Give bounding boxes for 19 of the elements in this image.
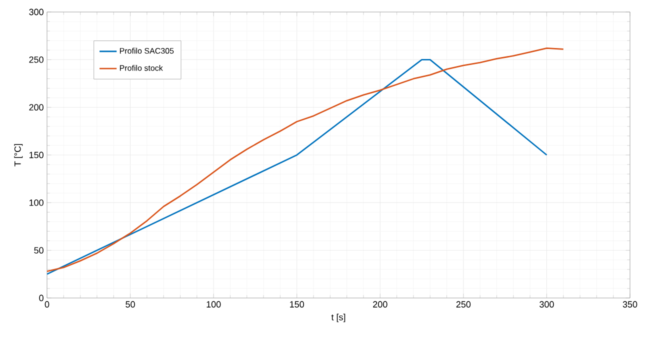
y-tick-label: 50 <box>34 247 44 254</box>
x-axis-title: t [s] <box>331 314 346 322</box>
x-tick-label: 100 <box>206 301 221 308</box>
y-axis-title: T [°C] <box>14 144 23 166</box>
y-tick-label: 100 <box>29 199 44 206</box>
legend-label: Profilo stock <box>120 64 163 71</box>
x-tick-label: 200 <box>373 301 388 308</box>
y-tick-label: 200 <box>29 104 44 111</box>
y-tick-label: 300 <box>29 8 44 16</box>
y-tick-label: 250 <box>29 56 44 63</box>
x-tick-label: 0 <box>44 301 50 308</box>
x-tick-label: 350 <box>622 301 638 308</box>
x-tick-label: 50 <box>126 301 135 308</box>
legend-label: Profilo SAC305 <box>120 48 174 54</box>
x-tick-label: 250 <box>456 301 471 308</box>
y-tick-label: 150 <box>29 152 44 158</box>
y-tick-label: 0 <box>39 294 44 302</box>
x-tick-label: 300 <box>540 301 554 308</box>
x-tick-label: 150 <box>290 301 304 308</box>
